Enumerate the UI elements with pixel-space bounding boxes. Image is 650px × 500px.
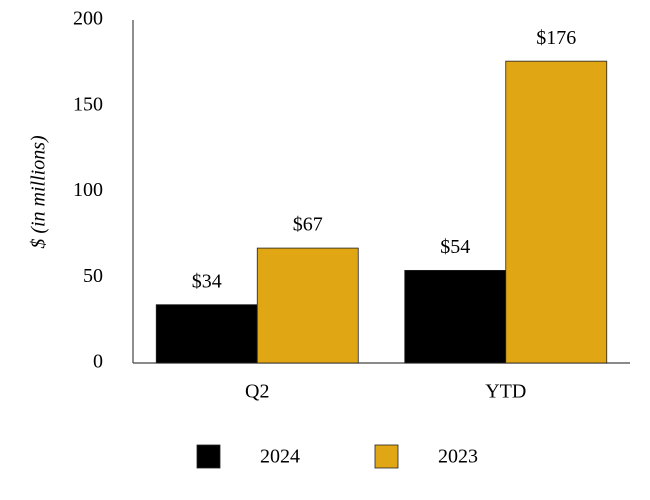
y-tick-label: 0 <box>93 351 103 373</box>
bar <box>505 60 608 364</box>
y-tick-label: 50 <box>83 265 103 287</box>
y-tick-label: 200 <box>73 8 103 30</box>
bar <box>155 304 258 364</box>
y-tick-label: 100 <box>73 179 103 201</box>
value-label: $34 <box>192 270 222 292</box>
value-label: $54 <box>440 236 470 258</box>
y-tick-label: 150 <box>73 93 103 115</box>
value-label: $176 <box>536 27 576 49</box>
legend-swatch <box>374 444 399 469</box>
x-tick-label: YTD <box>485 381 526 403</box>
x-tick-label: Q2 <box>245 381 269 403</box>
bar <box>256 247 359 364</box>
bar <box>404 269 507 364</box>
legend-label: 2023 <box>438 446 478 468</box>
legend-label: 2024 <box>260 446 300 468</box>
legend-swatch <box>196 444 221 469</box>
value-label: $67 <box>293 214 323 236</box>
y-axis-label: $ (in millions) <box>28 135 50 249</box>
